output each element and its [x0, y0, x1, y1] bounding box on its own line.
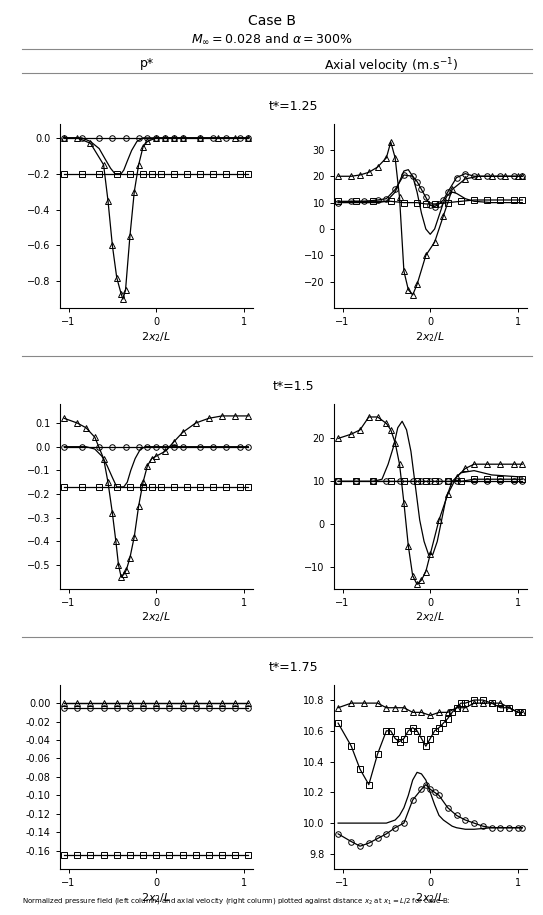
X-axis label: $2x_2/L$: $2x_2/L$: [415, 891, 445, 905]
Text: t*=1.25: t*=1.25: [268, 100, 318, 113]
Text: Case B: Case B: [248, 14, 295, 27]
X-axis label: $2x_2/L$: $2x_2/L$: [141, 610, 171, 624]
Text: t*=1.5: t*=1.5: [273, 380, 314, 393]
Text: Normalized pressure field (left column) and axial velocity (right column) plotte: Normalized pressure field (left column) …: [22, 896, 450, 906]
X-axis label: $2x_2/L$: $2x_2/L$: [141, 891, 171, 905]
Text: p*: p*: [140, 57, 154, 70]
Text: Axial velocity (m.s$^{-1}$): Axial velocity (m.s$^{-1}$): [324, 57, 458, 76]
X-axis label: $2x_2/L$: $2x_2/L$: [415, 610, 445, 624]
X-axis label: $2x_2/L$: $2x_2/L$: [141, 330, 171, 344]
Text: t*=1.75: t*=1.75: [268, 661, 318, 673]
Text: $M_{\infty}=0.028$ and $\alpha=300\%$: $M_{\infty}=0.028$ and $\alpha=300\%$: [191, 32, 352, 46]
X-axis label: $2x_2/L$: $2x_2/L$: [415, 330, 445, 344]
